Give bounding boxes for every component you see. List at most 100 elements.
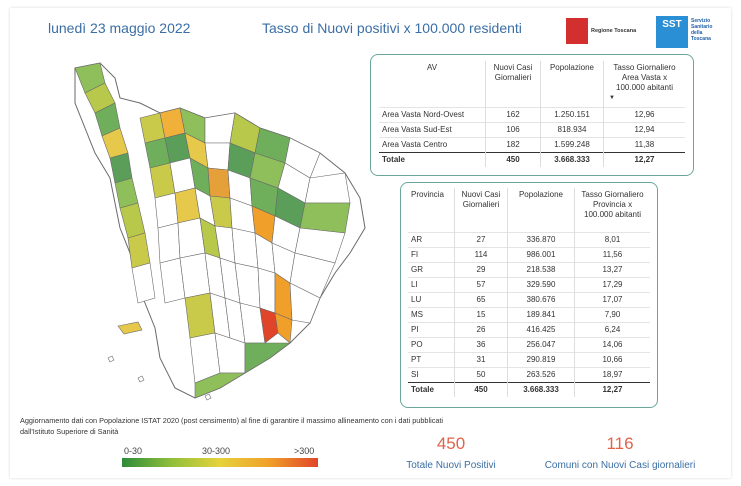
sst-logo-mark: SST [656,16,688,48]
municipality [157,222,181,264]
cell-pop: 1.250.151 [540,106,604,122]
provincia-panel: Provincia Nuovi Casi Giornalieri Popolaz… [400,182,658,408]
cell-casi: 65 [454,291,508,307]
logo-rt-text: Regione Toscana [591,28,637,34]
cell-pop: 263.526 [507,366,575,382]
col-tasso-av[interactable]: Tasso Giornaliero Area Vasta x 100.000 a… [604,61,686,107]
sort-desc-icon[interactable]: ▼ [609,95,615,101]
cell-casi: 27 [454,231,508,247]
col-popolazione[interactable]: Popolazione [540,61,604,107]
col-tasso-provincia[interactable]: Tasso Giornaliero Provincia x 100.000 ab… [581,190,644,219]
table-total-row: Totale 450 3.668.333 12,27 [379,151,685,167]
cell-tasso: 18,97 [574,366,650,382]
cell-prov: Totale [408,381,455,397]
provincia-table: Provincia Nuovi Casi Giornalieri Popolaz… [408,188,650,397]
municipality [207,167,231,199]
col-nuovi-casi[interactable]: Nuovi Casi Giornalieri [485,61,541,107]
kpi-label: Totale Nuovi Positivi [406,460,496,471]
cell-casi: 162 [485,106,541,122]
legend-high: >300 [294,446,315,456]
cell-prov: PI [408,321,455,337]
cell-casi: 26 [454,321,508,337]
municipality [304,172,351,204]
cell-av: Totale [379,151,486,167]
cell-tasso: 12,27 [603,151,685,167]
table-row: LI 57 329.590 17,29 [408,276,650,292]
cell-pop: 986.001 [507,246,575,262]
tuscany-map[interactable] [60,58,380,408]
cell-pop: 189.841 [507,306,575,322]
cell-prov: LU [408,291,455,307]
col-av[interactable]: AV [379,61,486,107]
cell-prov: MS [408,306,455,322]
cell-tasso: 17,07 [574,291,650,307]
table-row: GR 29 218.538 13,27 [408,261,650,277]
cell-casi: 31 [454,351,508,367]
sst-logo: SST Servizio Sanitario della Toscana [656,16,718,48]
col-popolazione[interactable]: Popolazione [507,188,575,232]
cell-tasso: 12,94 [603,121,685,137]
cell-tasso: 13,27 [574,261,650,277]
island-elba [117,321,143,335]
area-vasta-table: AV Nuovi Casi Giornalieri Popolazione Ta… [379,61,685,167]
cell-casi: 450 [454,381,508,397]
col-tasso-av-label: Tasso Giornaliero Area Vasta x 100.000 a… [613,63,676,92]
table-row: FI 114 986.001 11,56 [408,246,650,262]
cell-casi: 182 [485,136,541,152]
island-small [137,375,145,383]
pegasus-flag-icon [566,18,588,44]
legend-low: 0-30 [124,446,143,456]
municipality [179,252,211,299]
table-row: SI 50 263.526 18,97 [408,366,650,382]
cell-pop: 218.538 [507,261,575,277]
kpi-label: Comuni con Nuovi Casi giornalieri [544,460,696,471]
sst-logo-text: Servizio Sanitario della Toscana [691,18,713,42]
cell-prov: PO [408,336,455,352]
municipality [244,342,291,374]
cell-tasso: 10,66 [574,351,650,367]
page-title: Tasso di Nuovi positivi x 100.000 reside… [262,20,522,36]
cell-prov: GR [408,261,455,277]
col-nuovi-casi[interactable]: Nuovi Casi Giornalieri [454,188,508,232]
cell-casi: 36 [454,336,508,352]
municipality [204,142,231,171]
municipality [184,292,216,339]
municipality [257,267,276,314]
cell-prov: PT [408,351,455,367]
cell-tasso: 11,56 [574,246,650,262]
col-provincia[interactable]: Provincia [408,188,455,232]
report-date: lunedì 23 maggio 2022 [48,20,191,36]
kpi-total-positivi: 450 Totale Nuovi Positivi [396,434,506,471]
cell-tasso: 11,38 [603,136,685,152]
cell-pop: 416.425 [507,321,575,337]
cell-casi: 50 [454,366,508,382]
cell-av: Area Vasta Nord-Ovest [379,106,486,122]
cell-casi: 29 [454,261,508,277]
cell-prov: SI [408,366,455,382]
cell-casi: 106 [485,121,541,137]
cell-casi: 450 [485,151,541,167]
cell-pop: 818.934 [540,121,604,137]
cell-prov: FI [408,246,455,262]
kpi-comuni: 116 Comuni con Nuovi Casi giornalieri [540,434,700,471]
kpi-value: 450 [436,434,466,453]
cell-tasso: 12,96 [603,106,685,122]
table-row: PO 36 256.047 14,06 [408,336,650,352]
municipality [131,262,156,304]
cell-pop: 256.047 [507,336,575,352]
cell-tasso: 7,90 [574,306,650,322]
table-row: PT 31 290.819 10,66 [408,351,650,367]
cell-tasso: 6,24 [574,321,650,337]
cell-av: Area Vasta Centro [379,136,486,152]
cell-pop: 336.870 [507,231,575,247]
data-note: Aggiornamento dati con Popolazione ISTAT… [20,416,444,436]
cell-tasso: 8,01 [574,231,650,247]
legend-mid: 30-300 [202,446,231,456]
island-small [107,355,115,363]
cell-pop: 290.819 [507,351,575,367]
cell-tasso: 12,27 [574,381,650,397]
cell-pop: 329.590 [507,276,575,292]
cell-casi: 114 [454,246,508,262]
cell-pop: 3.668.333 [507,381,575,397]
cell-prov: LI [408,276,455,292]
